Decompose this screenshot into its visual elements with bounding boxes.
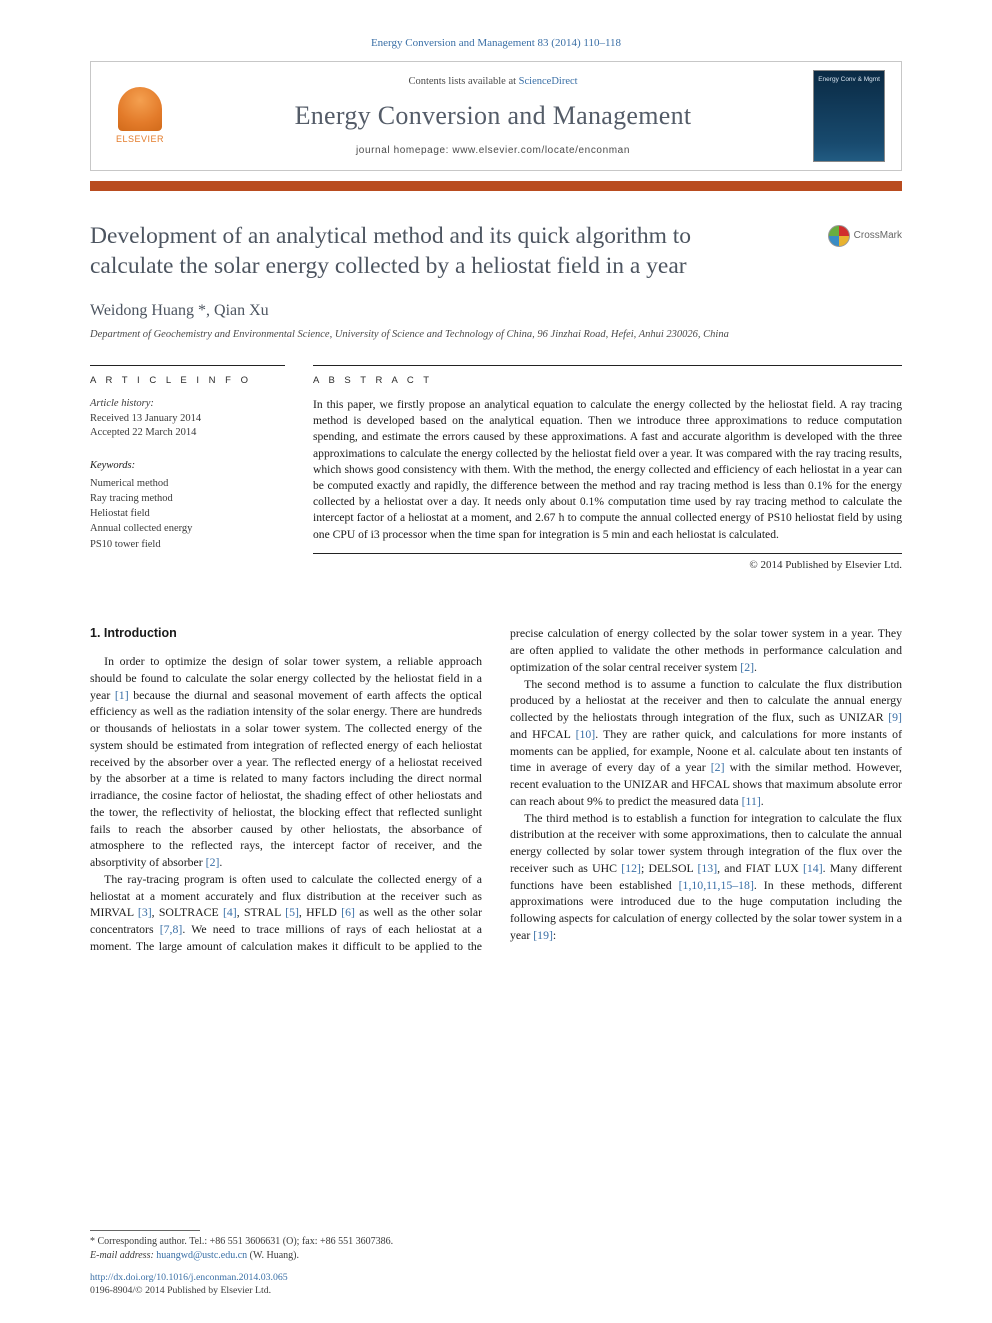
citation-ref[interactable]: [1,10,11,15–18] [679,878,754,892]
footnote-rule [90,1230,200,1231]
citation-ref[interactable]: [14] [803,861,823,875]
journal-header: ELSEVIER Contents lists available at Sci… [90,61,902,171]
publisher-name: ELSEVIER [116,133,164,146]
citation-ref[interactable]: [10] [576,727,596,741]
history-label: Article history: [90,397,285,412]
citation-ref[interactable]: [5] [285,905,299,919]
cover-label: Energy Conv & Mgmt [818,75,880,84]
citation-ref[interactable]: [2] [711,760,725,774]
paper-title: Development of an analytical method and … [90,221,730,281]
accepted-date: Accepted 22 March 2014 [90,426,285,441]
doi-block: http://dx.doi.org/10.1016/j.enconman.201… [90,1271,288,1297]
authors: Weidong Huang *, Qian Xu [90,300,902,322]
citation-ref[interactable]: [19] [533,928,553,942]
crossmark-label: CrossMark [854,229,902,243]
email-tail: (W. Huang). [247,1250,299,1261]
citation-ref[interactable]: [7,8] [160,922,183,936]
section-heading-intro: 1. Introduction [90,625,482,643]
footnote-block: * Corresponding author. Tel.: +86 551 36… [90,1230,480,1263]
citation-ref[interactable]: [13] [697,861,717,875]
received-date: Received 13 January 2014 [90,412,285,427]
body-columns: 1. Introduction In order to optimize the… [90,625,902,954]
keyword: PS10 tower field [90,537,285,552]
keyword: Annual collected energy [90,521,285,536]
crossmark-badge[interactable]: CrossMark [828,225,902,247]
doi-link[interactable]: http://dx.doi.org/10.1016/j.enconman.201… [90,1272,288,1283]
citation-ref[interactable]: [11] [742,794,761,808]
keywords-list: Numerical method Ray tracing method Heli… [90,476,285,552]
keyword: Numerical method [90,476,285,491]
corresponding-author: * Corresponding author. Tel.: +86 551 36… [90,1235,480,1249]
email-label: E-mail address: [90,1250,156,1261]
abstract-text: In this paper, we firstly propose an ana… [313,397,902,554]
intro-paragraph: The second method is to assume a functio… [510,676,902,810]
keyword: Ray tracing method [90,491,285,506]
contents-line: Contents lists available at ScienceDirec… [173,75,813,90]
citation-ref[interactable]: [9] [888,710,902,724]
citation-ref[interactable]: [12] [621,861,641,875]
abstract-copyright: © 2014 Published by Elsevier Ltd. [313,558,902,573]
accent-bar [90,181,902,191]
keyword: Heliostat field [90,506,285,521]
journal-homepage: journal homepage: www.elsevier.com/locat… [173,144,813,158]
elsevier-tree-icon [118,87,162,131]
email-link[interactable]: huangwd@ustc.edu.cn [156,1250,247,1261]
citation-ref[interactable]: [6] [341,905,355,919]
elsevier-logo: ELSEVIER [107,87,173,146]
intro-paragraph: The third method is to establish a funct… [510,810,902,944]
article-info-head: A R T I C L E I N F O [90,365,285,387]
citation-ref[interactable]: [2] [206,855,220,869]
citation-ref[interactable]: [2] [740,660,754,674]
keywords-label: Keywords: [90,459,285,474]
abstract-column: A B S T R A C T In this paper, we firstl… [313,365,902,574]
contents-prefix: Contents lists available at [408,76,518,87]
sciencedirect-link[interactable]: ScienceDirect [519,76,578,87]
intro-paragraph: In order to optimize the design of solar… [90,653,482,871]
crossmark-icon [828,225,850,247]
affiliation: Department of Geochemistry and Environme… [90,328,902,343]
journal-cover-thumb: Energy Conv & Mgmt [813,70,885,162]
citation-ref[interactable]: [3] [138,905,152,919]
citation-ref[interactable]: [4] [223,905,237,919]
citation-ref[interactable]: [1] [115,688,129,702]
email-line: E-mail address: huangwd@ustc.edu.cn (W. … [90,1249,480,1263]
issn-copyright: 0196-8904/© 2014 Published by Elsevier L… [90,1284,288,1297]
journal-name: Energy Conversion and Management [173,98,813,134]
top-citation: Energy Conversion and Management 83 (201… [0,0,992,61]
article-info-column: A R T I C L E I N F O Article history: R… [90,365,285,574]
abstract-head: A B S T R A C T [313,365,902,387]
